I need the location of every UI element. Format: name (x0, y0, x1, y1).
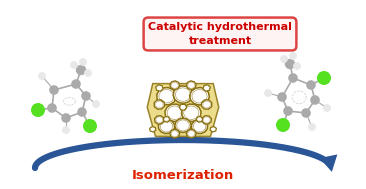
Polygon shape (150, 127, 156, 132)
Polygon shape (182, 104, 201, 122)
Circle shape (85, 70, 91, 76)
Text: Catalytic hydrothermal
treatment: Catalytic hydrothermal treatment (148, 22, 292, 46)
Polygon shape (165, 104, 184, 122)
Circle shape (277, 92, 287, 102)
Circle shape (39, 73, 45, 79)
Text: Isomerization: Isomerization (132, 169, 234, 182)
Circle shape (49, 85, 59, 95)
Polygon shape (201, 100, 212, 109)
Polygon shape (170, 129, 180, 138)
Circle shape (324, 105, 330, 111)
Polygon shape (196, 116, 203, 122)
Polygon shape (173, 86, 193, 103)
Circle shape (71, 79, 81, 89)
Circle shape (76, 66, 86, 74)
Circle shape (93, 101, 99, 107)
Circle shape (290, 53, 296, 59)
Polygon shape (163, 116, 170, 122)
Circle shape (283, 106, 293, 116)
Circle shape (285, 60, 295, 68)
Polygon shape (156, 85, 163, 91)
Circle shape (61, 113, 71, 123)
Circle shape (288, 73, 298, 83)
Circle shape (31, 103, 45, 117)
Polygon shape (190, 88, 209, 105)
Polygon shape (147, 84, 219, 136)
Circle shape (317, 71, 331, 85)
Polygon shape (157, 88, 176, 105)
Polygon shape (186, 81, 196, 90)
Circle shape (309, 124, 315, 130)
Circle shape (77, 107, 87, 117)
Circle shape (294, 63, 300, 69)
Circle shape (47, 103, 57, 113)
Circle shape (276, 118, 290, 132)
Circle shape (301, 108, 311, 118)
Polygon shape (320, 154, 337, 172)
Circle shape (265, 90, 271, 96)
Polygon shape (170, 81, 180, 90)
Circle shape (310, 95, 320, 105)
Circle shape (80, 59, 86, 65)
Circle shape (81, 91, 91, 101)
Circle shape (83, 119, 97, 133)
Circle shape (71, 62, 77, 68)
Circle shape (63, 127, 69, 133)
Polygon shape (202, 116, 212, 124)
Polygon shape (158, 119, 175, 133)
Polygon shape (175, 118, 191, 132)
Circle shape (281, 56, 287, 62)
Circle shape (306, 80, 316, 90)
Polygon shape (186, 129, 196, 138)
Polygon shape (154, 116, 164, 124)
Polygon shape (191, 119, 208, 133)
Polygon shape (179, 104, 187, 110)
Polygon shape (203, 85, 210, 91)
Polygon shape (210, 127, 216, 132)
Polygon shape (154, 100, 165, 109)
